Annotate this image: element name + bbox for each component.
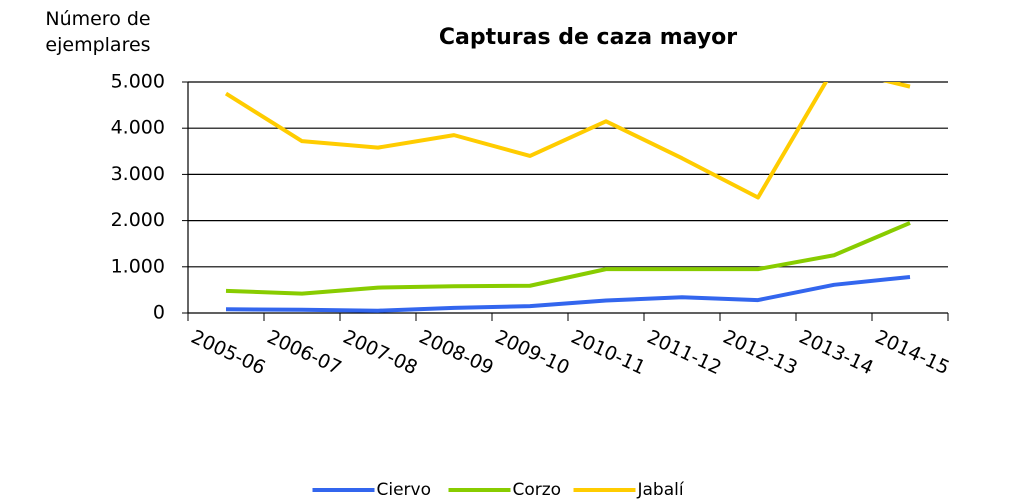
y-tick-label: 5.000 [111, 71, 165, 93]
x-tick-label: 2007-08 [340, 326, 421, 379]
x-tick-label: 2011-12 [644, 326, 725, 379]
x-tick-label: 2014-15 [872, 326, 953, 379]
x-tick-label: 2005-06 [188, 326, 269, 379]
x-tick-label: 2010-11 [568, 326, 649, 379]
y-tick-label: 3.000 [111, 163, 165, 185]
series-line [224, 82, 911, 200]
series-line [225, 274, 911, 313]
plot-area [224, 82, 911, 313]
x-tick-label: 2012-13 [720, 326, 801, 379]
legend-label: Jabalí [637, 480, 685, 500]
y-tick-label: 0 [153, 302, 165, 324]
y-tick-label: 2.000 [111, 209, 165, 231]
y-tick-label: 4.000 [111, 117, 165, 139]
x-tick-label: 2008-09 [416, 326, 497, 379]
legend-label: Ciervo [377, 480, 432, 500]
x-tick-label: 2006-07 [264, 326, 345, 379]
x-tick-label: 2013-14 [796, 326, 877, 379]
legend-label: Corzo [513, 480, 562, 500]
series-line [225, 221, 911, 296]
chart-title: Capturas de caza mayor [439, 25, 737, 50]
y-tick-label: 1.000 [111, 255, 165, 277]
y-axis-label: Número de ejemplares [45, 8, 151, 56]
x-tick-label: 2009-10 [492, 326, 573, 379]
